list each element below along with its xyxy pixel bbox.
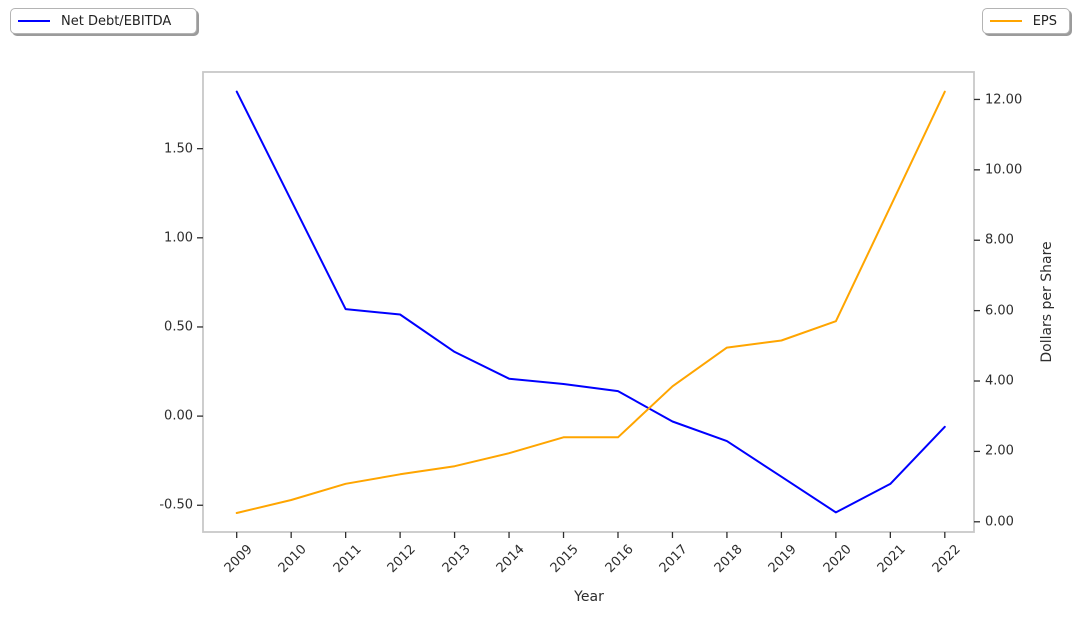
left-tick-label: 0.00 xyxy=(164,408,193,424)
legend-net-debt-ebitda: Net Debt/EBITDA xyxy=(10,8,197,34)
right-axis-title: Dollars per Share xyxy=(1039,241,1055,363)
left-tick-label: 0.50 xyxy=(164,319,193,335)
right-tick-label: 2.00 xyxy=(985,443,1014,459)
series-line-right xyxy=(235,90,946,514)
left-tick-label: -0.50 xyxy=(159,497,193,513)
right-tick-label: 8.00 xyxy=(985,232,1014,248)
right-tick-label: 12.00 xyxy=(985,92,1023,107)
right-tick-label: 6.00 xyxy=(985,303,1014,319)
left-tick-label: 1.50 xyxy=(164,141,193,157)
right-tick-label: 4.00 xyxy=(985,373,1014,389)
net-debt-line-swatch xyxy=(18,20,50,22)
legend-eps-label: EPS xyxy=(1032,13,1057,29)
right-tick-label: 10.00 xyxy=(985,162,1023,178)
right-tick-label: 0.00 xyxy=(985,514,1014,530)
legend-net-debt-label: Net Debt/EBITDA xyxy=(61,13,172,29)
plot-border xyxy=(202,71,975,533)
legend-eps: EPS xyxy=(981,8,1070,34)
left-tick-label: 1.00 xyxy=(164,230,193,246)
x-axis-title: Year xyxy=(574,589,604,605)
series-line-left xyxy=(235,90,946,514)
eps-line-swatch xyxy=(989,20,1022,22)
